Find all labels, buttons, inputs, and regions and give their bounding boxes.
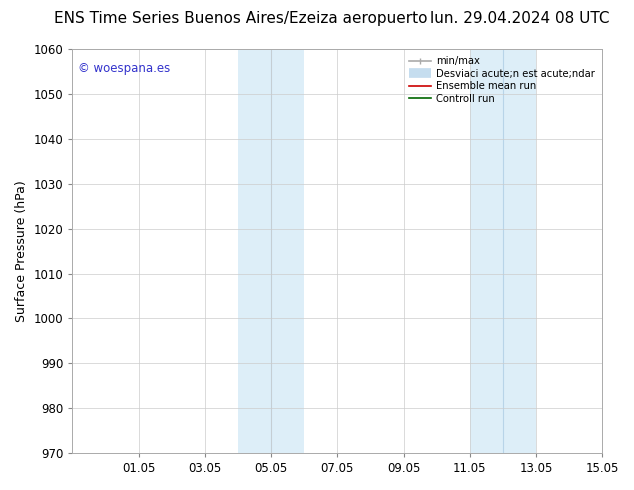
Legend: min/max, Desviaci acute;n est acute;ndar, Ensemble mean run, Controll run: min/max, Desviaci acute;n est acute;ndar… bbox=[405, 52, 599, 108]
Text: lun. 29.04.2024 08 UTC: lun. 29.04.2024 08 UTC bbox=[430, 11, 610, 26]
Bar bbox=[503, 49, 536, 453]
Text: ENS Time Series Buenos Aires/Ezeiza aeropuerto: ENS Time Series Buenos Aires/Ezeiza aero… bbox=[54, 11, 428, 26]
Bar bbox=[271, 49, 304, 453]
Bar bbox=[470, 49, 503, 453]
Text: © woespana.es: © woespana.es bbox=[77, 62, 170, 74]
Y-axis label: Surface Pressure (hPa): Surface Pressure (hPa) bbox=[15, 180, 28, 322]
Bar bbox=[238, 49, 271, 453]
